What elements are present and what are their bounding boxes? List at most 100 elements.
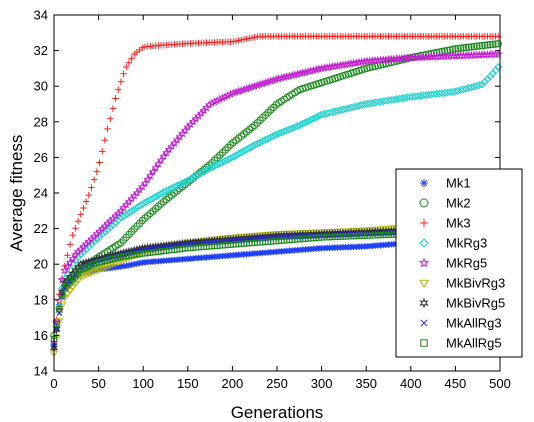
legend-marker-mkallrg3 <box>420 319 428 327</box>
data-point-mkrg5 <box>175 132 185 141</box>
data-point-mk3 <box>85 191 92 199</box>
data-point-mkrg3 <box>183 176 192 185</box>
data-point-mkrg5 <box>215 94 225 103</box>
data-point-mkrg5 <box>172 135 182 144</box>
data-point-mkrg5 <box>130 191 139 200</box>
data-point-mk3 <box>123 63 130 71</box>
data-point-mkrg5 <box>290 70 300 79</box>
data-point-mkrg5 <box>220 92 230 101</box>
data-point-mkallrg5 <box>56 305 63 313</box>
data-point-mk2 <box>467 43 476 51</box>
data-point-mkrg5 <box>274 74 284 83</box>
data-point-mkrg3 <box>242 145 251 154</box>
data-point-mkrg5 <box>301 67 310 76</box>
x-tick-label: 100 <box>132 376 154 391</box>
data-point-mkrg5 <box>295 69 305 78</box>
legend-label-mkrg3: MkRg3 <box>446 236 487 251</box>
data-point-mkrg3 <box>114 216 123 225</box>
data-point-mk3 <box>243 35 250 43</box>
x-tick-label: 300 <box>311 376 333 391</box>
data-point-mkrg3 <box>269 132 278 140</box>
data-point-mk3 <box>64 252 71 259</box>
data-point-mkrg5 <box>493 49 503 58</box>
data-point-mkallrg3 <box>53 326 60 333</box>
data-point-mk2 <box>371 62 379 70</box>
data-point-mk2 <box>491 40 500 48</box>
data-point-mkrg3 <box>170 183 179 191</box>
legend-label-mkallrg3: MkAllRg3 <box>446 316 502 331</box>
data-point-mkrg3 <box>304 117 313 125</box>
data-point-mk3 <box>109 105 117 112</box>
data-point-mkrg5 <box>263 77 273 86</box>
data-point-mk3 <box>88 184 95 191</box>
data-point-mk2 <box>256 116 264 124</box>
data-point-mkrg5 <box>277 73 286 82</box>
data-point-mkrg5 <box>336 60 345 70</box>
data-point-mk3 <box>240 36 248 43</box>
data-point-mkrg5 <box>170 138 179 147</box>
legend-label-mk1: Mk1 <box>446 176 471 191</box>
data-point-mkrg3 <box>116 214 125 222</box>
data-point-mkrg5 <box>247 82 257 91</box>
data-point-mk3 <box>251 34 258 41</box>
data-point-mkrg5 <box>229 88 238 97</box>
data-point-mkrg3 <box>207 163 216 172</box>
data-point-mkrg3 <box>103 225 112 234</box>
data-point-mkrg5 <box>357 57 367 66</box>
data-point-mkrg5 <box>121 200 131 209</box>
data-point-mkrg5 <box>127 194 136 203</box>
data-point-mk2 <box>261 111 270 119</box>
data-point-mkrg5 <box>287 70 297 80</box>
data-point-mk2 <box>438 47 446 56</box>
y-tick-label: 20 <box>34 257 48 272</box>
data-point-mkrg5 <box>261 78 270 87</box>
data-point-mkrg3 <box>175 180 184 189</box>
data-point-mkrg3 <box>261 135 270 144</box>
data-point-mk2 <box>366 63 374 72</box>
legend-label-mk2: Mk2 <box>446 196 471 211</box>
y-tick-label: 26 <box>34 150 48 165</box>
legend-marker-mkbivrg3 <box>419 279 429 288</box>
y-tick-label: 34 <box>34 8 48 23</box>
data-point-mkrg3 <box>186 175 195 183</box>
data-point-mkrg5 <box>186 119 195 129</box>
data-point-mkrg5 <box>285 71 294 80</box>
data-point-mkrg3 <box>138 200 147 209</box>
data-point-mkrg3 <box>218 158 227 167</box>
data-point-mkrg5 <box>250 81 259 90</box>
data-point-mkrg3 <box>133 203 141 212</box>
legend-box <box>395 168 523 358</box>
data-point-mkrg3 <box>478 80 487 89</box>
data-point-mkrg5 <box>196 108 206 117</box>
data-point-mkbivrg3 <box>57 302 67 310</box>
data-point-mk2 <box>374 61 382 70</box>
data-point-mkrg3 <box>274 129 283 138</box>
data-point-mk2 <box>368 63 377 71</box>
data-point-mk3 <box>93 168 101 175</box>
series-mkrg3 <box>50 63 503 349</box>
data-point-mk3 <box>238 36 245 44</box>
data-point-mkrg5 <box>266 76 276 85</box>
data-point-mkrg5 <box>191 114 201 123</box>
data-point-mkrg3 <box>237 148 246 157</box>
data-point-mkrg3 <box>165 185 173 194</box>
data-point-mkrg3 <box>210 162 219 170</box>
y-tick-label: 30 <box>34 79 48 94</box>
data-point-mkrg3 <box>194 170 203 179</box>
x-tick-label: 350 <box>355 376 377 391</box>
data-point-mk3 <box>96 159 103 166</box>
x-tick-label: 150 <box>177 376 199 391</box>
data-point-mkrg5 <box>210 97 219 106</box>
data-point-mkrg3 <box>245 144 254 152</box>
y-axis-label: Average fitness <box>7 135 26 252</box>
data-point-mkrg5 <box>162 148 171 157</box>
data-point-mkrg3 <box>221 156 230 165</box>
data-point-mk3 <box>82 198 90 205</box>
data-point-mkrg5 <box>311 65 321 74</box>
data-point-mkrg5 <box>282 72 292 81</box>
data-point-mk2 <box>481 41 489 49</box>
legend-marker-mkrg5 <box>418 257 430 268</box>
data-point-mkrg3 <box>309 114 318 123</box>
data-point-mk2 <box>269 103 278 112</box>
data-point-mk2 <box>221 146 229 154</box>
